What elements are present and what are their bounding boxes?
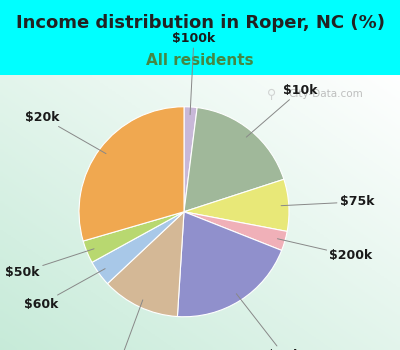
Wedge shape [184,107,197,212]
Text: ⚲: ⚲ [268,88,276,101]
Text: $75k: $75k [281,195,374,208]
Text: City-Data.com: City-Data.com [288,90,363,99]
Text: $100k: $100k [172,32,216,115]
Wedge shape [92,212,184,284]
Wedge shape [83,212,184,262]
Wedge shape [184,107,284,212]
Text: $60k: $60k [24,269,105,311]
Wedge shape [184,212,287,250]
Text: $200k: $200k [278,239,373,262]
Wedge shape [79,107,184,241]
Text: All residents: All residents [146,53,254,68]
Wedge shape [184,179,289,231]
Text: $10k: $10k [246,84,317,137]
Wedge shape [108,212,184,316]
Wedge shape [178,212,282,317]
Text: $50k: $50k [6,249,94,279]
Text: $20k: $20k [25,111,106,154]
Text: $40k: $40k [100,300,143,350]
Text: Income distribution in Roper, NC (%): Income distribution in Roper, NC (%) [16,14,384,32]
Text: $30k: $30k [236,294,301,350]
